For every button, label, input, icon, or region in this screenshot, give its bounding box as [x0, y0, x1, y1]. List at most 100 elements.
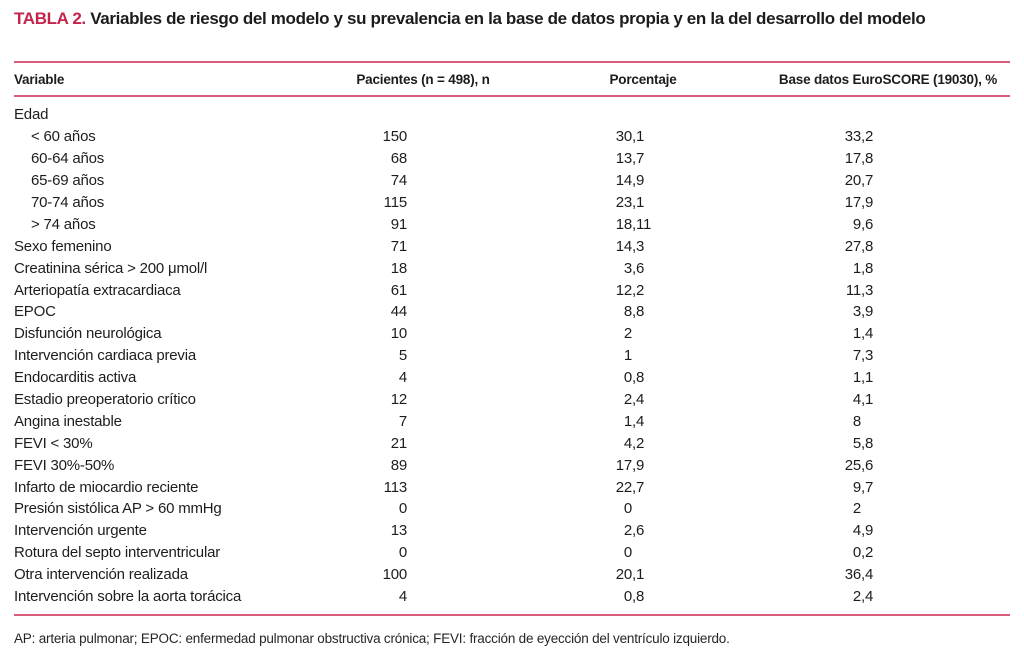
cell-patients: 13 [390, 522, 407, 540]
cell-percentage: 2 [623, 325, 632, 343]
cell-euroscore: 9,7 [852, 478, 874, 496]
table-row: Rotura del septo interventricular 0 0 0,… [0, 542, 899, 564]
cell-patients: 4 [398, 588, 407, 606]
table-number-label: TABLA 2. [14, 9, 86, 28]
cell-patients: 7 [398, 412, 407, 430]
cell-patients: 71 [390, 237, 407, 255]
cell-variable: Presión sistólica AP > 60 mmHg [14, 500, 222, 518]
cell-variable: Arteriopatía extracardiaca [14, 281, 181, 299]
cell-percentage: 20,1 [615, 566, 645, 584]
table-row: < 60 años 150 30,1 33,2 [0, 126, 899, 148]
table-row: Estadio preoperatorio crítico 12 2,4 4,1 [0, 389, 899, 411]
cell-patients: 91 [390, 215, 407, 233]
cell-euroscore: 3,9 [852, 303, 874, 321]
cell-percentage: 30,1 [615, 128, 645, 146]
cell-variable: Creatinina sérica > 200 μmol/l [14, 259, 208, 277]
table-row: FEVI < 30% 21 4,2 5,8 [0, 432, 899, 454]
table-row: Intervención cardiaca previa 5 1 7,3 [0, 345, 899, 367]
cell-variable: 65-69 años [31, 172, 105, 190]
cell-variable: > 74 años [31, 215, 96, 233]
cell-patients: 61 [390, 281, 407, 299]
cell-variable: FEVI 30%-50% [14, 456, 115, 474]
cell-patients: 12 [390, 391, 407, 409]
cell-euroscore: 9,6 [852, 215, 874, 233]
cell-euroscore: 1,8 [852, 259, 874, 277]
table-row: 65-69 años 74 14,9 20,7 [0, 170, 899, 192]
cell-patients: 18 [390, 259, 407, 277]
cell-variable: Infarto de miocardio reciente [14, 478, 199, 496]
cell-patients: 113 [383, 478, 408, 496]
cell-euroscore: 7,3 [852, 347, 874, 365]
cell-percentage: 4,2 [623, 434, 645, 452]
table-row: Endocarditis activa 4 0,8 1,1 [0, 367, 899, 389]
column-header-patients: Pacientes (n = 498), n [356, 72, 490, 87]
table-body: Edad < 60 años 150 30,1 33,2 60-64 años … [0, 104, 899, 607]
cell-euroscore: 4,9 [852, 522, 874, 540]
table-row: Intervención urgente 13 2,6 4,9 [0, 520, 899, 542]
table-row: Intervención sobre la aorta torácica 4 0… [0, 586, 899, 608]
cell-percentage: 17,9 [615, 456, 645, 474]
table-row: Arteriopatía extracardiaca 61 12,2 11,3 [0, 279, 899, 301]
cell-variable: Intervención cardiaca previa [14, 347, 197, 365]
table-row: Angina inestable 7 1,4 8 [0, 410, 899, 432]
cell-percentage: 23,1 [615, 194, 645, 211]
cell-patients: 150 [382, 128, 408, 146]
table-row: EPOC 44 8,8 3,9 [0, 301, 899, 323]
cell-variable: Estadio preoperatorio crítico [14, 391, 196, 409]
table-row: Otra intervención realizada 100 20,1 36,… [0, 564, 899, 586]
table-row: 60-64 años 68 13,7 17,8 [0, 148, 899, 170]
divider-top [14, 61, 1010, 63]
cell-euroscore: 2,4 [852, 588, 874, 606]
cell-percentage: 22,7 [615, 478, 645, 496]
cell-percentage: 0 [623, 500, 632, 518]
cell-percentage: 12,2 [615, 281, 645, 299]
cell-variable: Rotura del septo interventricular [14, 544, 221, 562]
table-footnote: AP: arteria pulmonar; EPOC: enfermedad p… [14, 631, 730, 646]
table-row: Infarto de miocardio reciente 113 22,7 9… [0, 476, 899, 498]
cell-euroscore: 0,2 [852, 544, 874, 562]
cell-percentage: 1,4 [623, 412, 645, 430]
cell-euroscore: 11,3 [845, 281, 874, 299]
cell-euroscore: 17,9 [844, 194, 874, 211]
table-row: Disfunción neurológica 10 2 1,4 [0, 323, 899, 345]
cell-percentage: 2,4 [623, 391, 645, 409]
table-row: Presión sistólica AP > 60 mmHg 0 0 2 [0, 498, 899, 520]
cell-patients: 10 [390, 325, 407, 343]
cell-percentage: 8,8 [623, 303, 645, 321]
cell-euroscore: 20,7 [844, 172, 874, 190]
cell-patients: 44 [390, 303, 407, 321]
cell-variable: Intervención sobre la aorta torácica [14, 588, 242, 606]
cell-variable: < 60 años [31, 128, 96, 146]
column-header-percentage: Porcentaje [609, 72, 677, 87]
divider-header [14, 95, 1010, 97]
cell-variable: Otra intervención realizada [14, 566, 188, 584]
cell-euroscore: 2 [852, 500, 861, 518]
cell-percentage: 13,7 [615, 150, 645, 168]
cell-percentage: 18,11 [615, 215, 652, 233]
cell-patients: 0 [398, 500, 407, 518]
column-header-euroscore: Base datos EuroSCORE (19030), % [778, 72, 998, 87]
cell-variable: EPOC [14, 303, 56, 321]
cell-euroscore: 4,1 [852, 391, 874, 409]
cell-euroscore: 8 [852, 412, 861, 430]
cell-patients: 89 [390, 456, 407, 474]
cell-patients: 74 [390, 172, 407, 190]
table-row: Edad [0, 104, 899, 126]
cell-patients: 115 [383, 194, 408, 211]
cell-euroscore: 1,1 [852, 369, 874, 387]
table-row: Creatinina sérica > 200 μmol/l 18 3,6 1,… [0, 257, 899, 279]
cell-euroscore: 27,8 [844, 237, 874, 255]
cell-patients: 100 [382, 566, 408, 584]
cell-euroscore: 33,2 [844, 128, 874, 146]
cell-euroscore: 1,4 [852, 325, 874, 343]
table-title: TABLA 2. Variables de riesgo del modelo … [14, 7, 1016, 32]
table-row: FEVI 30%-50% 89 17,9 25,6 [0, 454, 899, 476]
cell-percentage: 3,6 [623, 259, 645, 277]
cell-euroscore: 36,4 [844, 566, 874, 584]
cell-variable: FEVI < 30% [14, 434, 93, 452]
cell-patients: 0 [398, 544, 407, 562]
cell-patients: 21 [390, 434, 407, 452]
cell-percentage: 14,3 [615, 237, 645, 255]
cell-patients: 68 [390, 150, 407, 168]
